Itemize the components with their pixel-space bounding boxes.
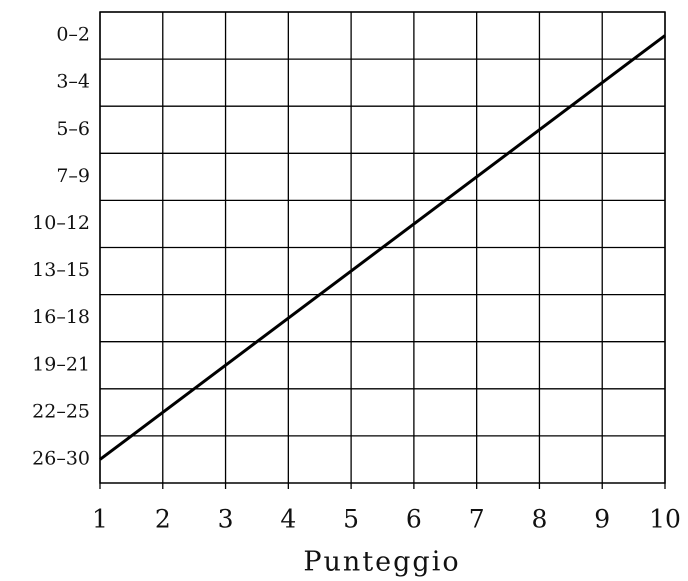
x-tick-label: 4 [280,505,296,534]
x-tick-label: 8 [531,505,547,534]
x-tick-label: 6 [406,505,422,534]
x-tick-label: 7 [469,505,485,534]
y-tick-label: 0–2 [56,24,90,46]
y-tick-label: 5–6 [56,118,90,140]
x-tick-label: 9 [594,505,610,534]
y-tick-label: 22–25 [32,400,90,422]
line [99,34,666,461]
y-tick-label: 10–12 [32,212,90,234]
y-tick-label: 26–30 [32,447,90,469]
x-tick-label: 5 [343,505,359,534]
x-tick-label: 3 [218,505,234,534]
y-tick-label: 19–21 [32,353,90,375]
y-tick-label: 16–18 [32,306,90,328]
x-tick-label: 2 [155,505,171,534]
y-tick-label: 7–9 [56,165,90,187]
x-tick-label: 1 [92,505,108,534]
y-tick-label: 3–4 [56,71,90,93]
y-tick-label: 13–15 [32,259,90,281]
x-axis-label: Punteggio [303,547,460,578]
x-tick-label: 10 [649,505,681,534]
